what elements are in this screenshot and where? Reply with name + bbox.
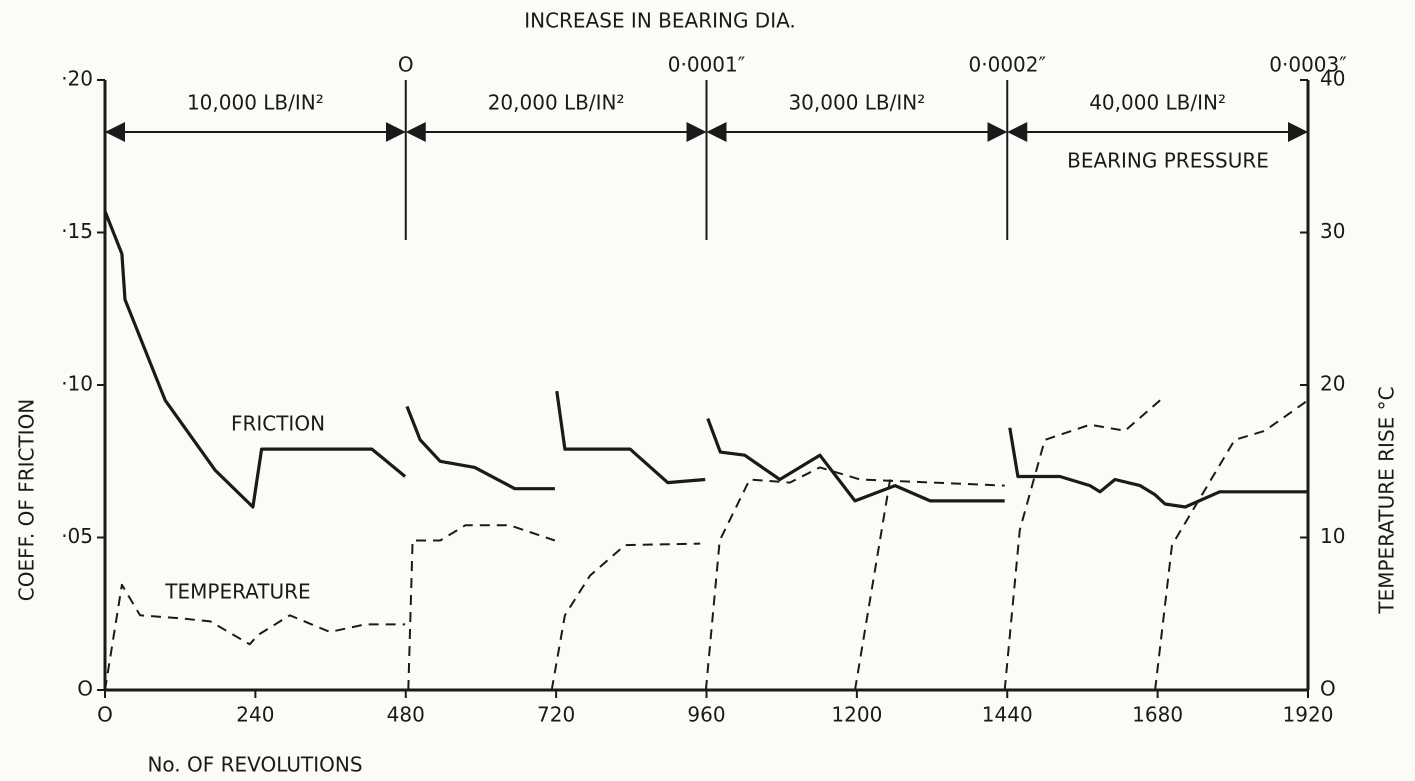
dia-annotation: 0·0003″ <box>1269 53 1346 77</box>
series-label: TEMPERATURE <box>164 580 310 604</box>
x-tick-label: 720 <box>537 703 575 727</box>
y-tick-label: ·15 <box>61 219 93 243</box>
dia-annotation: 0·0001″ <box>668 53 745 77</box>
pressure-label: BEARING PRESSURE <box>1067 149 1269 173</box>
x-tick-label: 1200 <box>831 703 882 727</box>
y-tick-label: ·05 <box>61 524 93 548</box>
y2-tick-label: 40 <box>1320 67 1345 91</box>
y-tick-label: ·20 <box>61 67 93 91</box>
series-line <box>103 210 1308 509</box>
pressure-text: 10,000 LB/IN² <box>187 91 324 115</box>
y2-tick-label: 30 <box>1320 219 1345 243</box>
chart-title: INCREASE IN BEARING DIA. <box>524 9 796 33</box>
pressure-text: 40,000 LB/IN² <box>1089 91 1226 115</box>
series-label: FRICTION <box>231 412 325 436</box>
x-tick-label: 480 <box>387 703 425 727</box>
pressure-text: 30,000 LB/IN² <box>788 91 925 115</box>
x-tick-label: 1440 <box>982 703 1033 727</box>
x-tick-label: 240 <box>236 703 274 727</box>
x-tick-label: 960 <box>687 703 725 727</box>
x-tick-label: 1680 <box>1132 703 1183 727</box>
y2-tick-label: 10 <box>1320 524 1345 548</box>
x-tick-label: O <box>97 703 113 727</box>
x-tick-label: 1920 <box>1283 703 1334 727</box>
pressure-text: 20,000 LB/IN² <box>488 91 625 115</box>
dia-annotation: O <box>398 53 414 77</box>
dia-annotation: 0·0002″ <box>969 53 1046 77</box>
series-line <box>104 399 1309 691</box>
y2-tick-label: O <box>1320 677 1336 701</box>
y-tick-label: O <box>77 677 93 701</box>
y-tick-label: ·10 <box>61 372 93 396</box>
x-axis-label: No. OF REVOLUTIONS <box>147 753 362 777</box>
y2-tick-label: 20 <box>1320 372 1345 396</box>
y-axis-label: COEFF. OF FRICTION <box>15 399 39 602</box>
y2-axis-label: TEMPERATURE RISE °C <box>1375 386 1399 614</box>
